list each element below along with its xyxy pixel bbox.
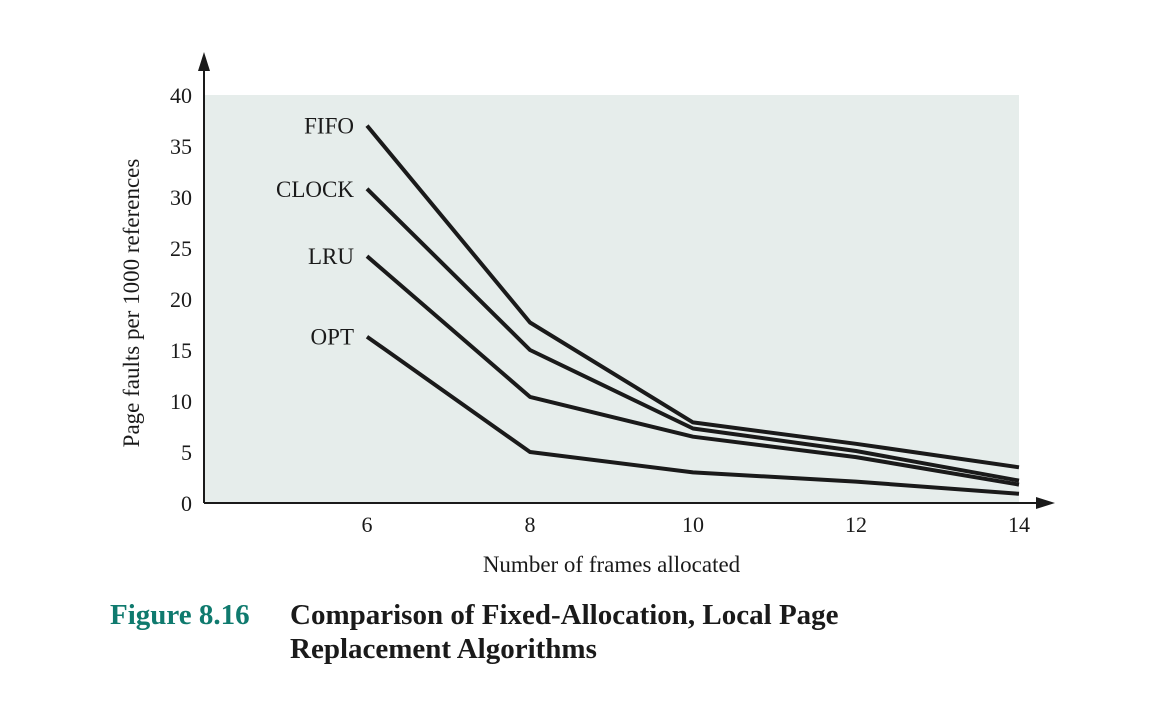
x-tick-label: 10 xyxy=(682,512,704,537)
y-tick-label: 25 xyxy=(170,236,192,261)
y-tick-label: 0 xyxy=(181,491,192,516)
y-tick-label: 30 xyxy=(170,185,192,210)
axes xyxy=(198,52,1055,509)
series-label-opt: OPT xyxy=(311,325,354,350)
y-tick-label: 20 xyxy=(170,287,192,312)
line-chart: 0 5 10 15 20 25 30 35 40 6 8 10 12 14 FIFO CLOCK LRU OP… xyxy=(119,52,1055,577)
figure-caption: Figure 8.16 Comparison of Fixed-Allocati… xyxy=(110,598,930,666)
x-tick-label: 6 xyxy=(362,512,373,537)
series-line-lru xyxy=(365,254,1020,487)
x-tick-label: 8 xyxy=(525,512,536,537)
series-line-clock xyxy=(365,187,1020,483)
x-tick-label: 12 xyxy=(845,512,867,537)
y-axis-ticks: 0 5 10 15 20 25 30 35 40 xyxy=(170,83,192,516)
figure-title: Comparison of Fixed-Allocation, Local Pa… xyxy=(290,599,839,665)
x-axis-arrow xyxy=(1036,497,1055,509)
plot-area xyxy=(204,95,1019,503)
series-label-lru: LRU xyxy=(308,244,354,269)
series-label-fifo: FIFO xyxy=(304,114,354,139)
y-tick-label: 15 xyxy=(170,338,192,363)
x-tick-label: 14 xyxy=(1008,512,1030,537)
series-line-opt xyxy=(365,335,1020,496)
series-label-clock: CLOCK xyxy=(276,177,354,202)
y-tick-label: 5 xyxy=(181,440,192,465)
y-tick-label: 10 xyxy=(170,389,192,414)
figure-number: Figure 8.16 xyxy=(110,599,250,631)
series-line-fifo xyxy=(365,124,1020,470)
y-tick-label: 40 xyxy=(170,83,192,108)
y-tick-label: 35 xyxy=(170,134,192,159)
x-axis-ticks: 6 8 10 12 14 xyxy=(362,512,1031,537)
y-axis-label: Page faults per 1000 references xyxy=(119,159,144,448)
x-axis-label: Number of frames allocated xyxy=(483,552,741,577)
y-axis-arrow xyxy=(198,52,210,71)
series-group: FIFO CLOCK LRU OPT xyxy=(276,114,1020,496)
